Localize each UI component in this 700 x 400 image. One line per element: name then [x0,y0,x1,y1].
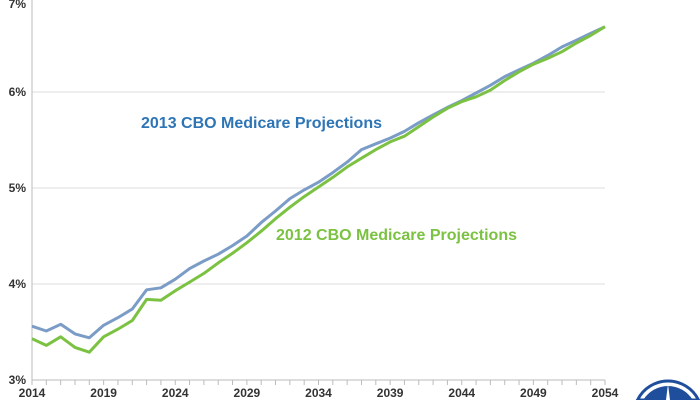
x-tick-label: 2049 [520,386,547,400]
series-label-2: 2012 CBO Medicare Projections [276,227,517,244]
x-tick-label: 2014 [19,386,46,400]
y-tick-label: 6% [9,85,27,99]
y-tick-label: 5% [9,181,27,195]
series-label-1: 2013 CBO Medicare Projections [141,115,382,132]
series-line-2 [31,25,606,354]
x-tick-label: 2029 [234,386,261,400]
y-tick-label: 7% [9,0,27,11]
y-tick-label: 4% [9,277,27,291]
y-tick-label: 3% [9,373,27,387]
x-tick-label: 2024 [162,386,189,400]
x-tick-label: 2054 [592,386,619,400]
seal-logo [635,379,700,400]
x-tick-label: 2019 [90,386,117,400]
x-tick-label: 2044 [448,386,475,400]
series-line-1 [31,25,606,340]
x-tick-label: 2039 [377,386,404,400]
x-tick-label: 2034 [305,386,332,400]
